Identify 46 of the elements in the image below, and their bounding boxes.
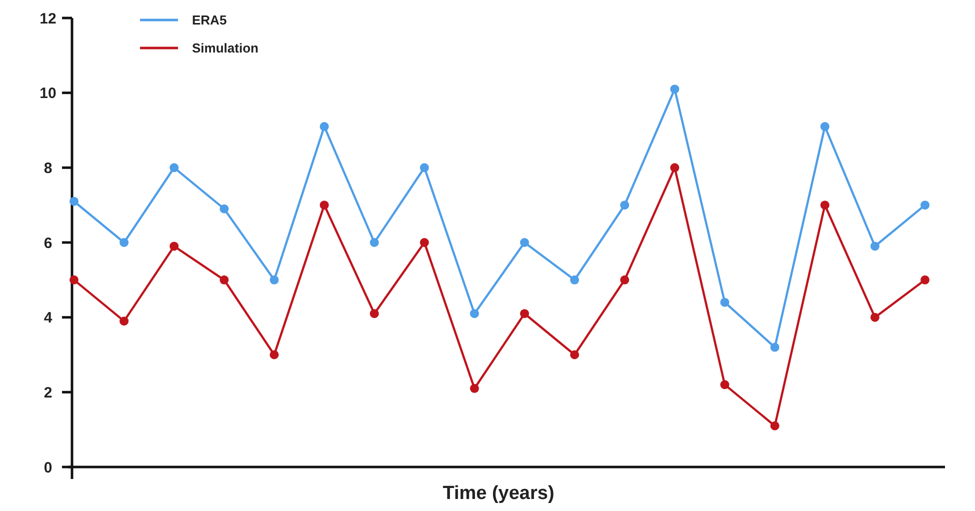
point — [370, 238, 379, 247]
point — [620, 200, 630, 210]
y-tick-label: 4 — [44, 310, 53, 327]
point — [670, 84, 680, 94]
point — [70, 196, 78, 206]
y-tick-label: 12 — [40, 10, 56, 28]
point — [570, 275, 580, 284]
point — [120, 316, 129, 326]
point — [270, 350, 279, 360]
y-tick-label: 0 — [44, 459, 52, 476]
point — [470, 309, 479, 318]
y-tick-label: 6 — [44, 234, 52, 252]
point — [820, 122, 830, 132]
legend-label: Simulation — [192, 40, 259, 56]
point — [920, 200, 930, 210]
point — [820, 200, 830, 210]
point — [620, 275, 630, 284]
point — [520, 309, 530, 318]
point — [70, 275, 78, 284]
point — [120, 238, 129, 247]
point — [920, 275, 930, 284]
y-tick-label: 10 — [40, 85, 56, 102]
point — [770, 421, 780, 430]
point — [320, 122, 329, 132]
point — [470, 384, 479, 393]
point — [520, 238, 530, 247]
point — [720, 380, 730, 390]
point — [320, 200, 329, 210]
point — [270, 275, 279, 284]
point — [770, 342, 780, 352]
point — [570, 350, 580, 360]
point — [370, 309, 379, 318]
point — [870, 242, 880, 251]
x-axis-title: Time (years) — [442, 483, 554, 504]
point — [720, 298, 730, 307]
point — [420, 163, 429, 172]
point — [420, 238, 429, 247]
point — [220, 204, 229, 214]
legend-label: ERA5 — [192, 12, 227, 28]
point — [220, 275, 229, 284]
point — [170, 163, 179, 172]
y-tick-label: 8 — [44, 160, 52, 177]
point — [670, 163, 680, 172]
point — [170, 242, 179, 251]
y-tick-label: 2 — [44, 384, 52, 402]
point — [870, 312, 880, 322]
